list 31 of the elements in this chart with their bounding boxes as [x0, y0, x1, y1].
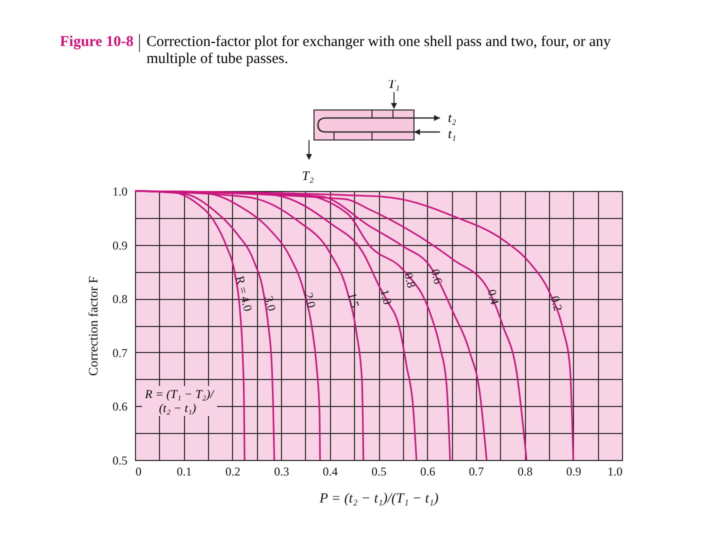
annotation: R = (T₁ − T₂)/(t₂ − t₁) [145, 387, 214, 415]
chart-title: Figure 10-8 [60, 34, 140, 52]
x-tick-label: 0.5 [372, 464, 386, 478]
text: 0.6 [428, 268, 446, 286]
text: 0.4 [484, 288, 502, 306]
x-tick-label: 0.1 [176, 464, 192, 478]
y-tick-label: 1.0 [112, 184, 128, 198]
x-tick-label: 0.2 [225, 464, 240, 478]
y-tick-label: 0.6 [112, 400, 128, 414]
y-tick-label: 0.9 [112, 238, 128, 252]
y-tick-label: 0.7 [112, 346, 128, 360]
x-tick-label: 0.8 [518, 464, 533, 478]
text: R = 4.0 [232, 274, 256, 313]
text: 1.0 [378, 288, 395, 306]
x-tick-label: 0.6 [420, 464, 436, 478]
x-tick-label: 0 [136, 464, 142, 478]
x-tick-label: 0.3 [274, 464, 290, 478]
y-tick-label: 0.8 [112, 292, 128, 306]
text: 0.2 [548, 294, 566, 312]
text: 2.0 [302, 291, 319, 310]
text: 3.0 [262, 294, 279, 312]
x-axis-title: P = (t₂ − t₁)/(T₁ − t₁) [318, 492, 439, 506]
y-tick-label: 0.5 [112, 454, 128, 468]
chart-subtitle: Correction-factor plot for exchanger with one shell pass and two, four, or any multiple of tube passes. [146, 34, 612, 68]
x-tick-label: 1.0 [608, 464, 622, 478]
x-tick-label: 0.7 [468, 464, 484, 478]
y-axis-title: Correction factor F [86, 276, 100, 376]
x-tick-label: 0.4 [322, 464, 338, 478]
x-tick-label: 0.9 [566, 464, 582, 478]
text: 0.8 [401, 271, 419, 290]
text: 1.5 [344, 291, 362, 310]
